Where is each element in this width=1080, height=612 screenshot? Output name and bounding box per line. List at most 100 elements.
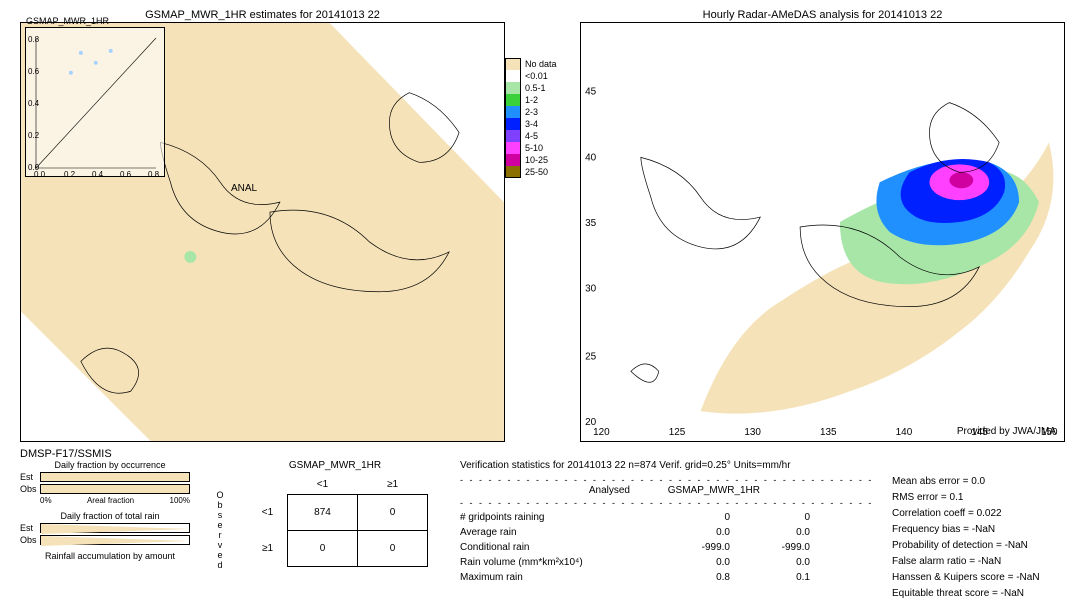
svg-text:0.8: 0.8	[148, 170, 160, 178]
stats-row: Conditional rain-999.0-999.0	[460, 542, 880, 553]
svg-text:0.0: 0.0	[34, 170, 46, 178]
ct-row-0: <1	[247, 494, 288, 531]
ct-cell-00: 874	[287, 494, 358, 531]
legend-swatch	[505, 118, 521, 130]
stats-v1: 0.0	[650, 557, 730, 568]
legend-row: 3-4	[505, 118, 565, 130]
stats-row: Maximum rain0.80.1	[460, 572, 880, 583]
dash-line-mid: - - - - - - - - - - - - - - - - - - - - …	[460, 498, 880, 508]
legend-swatch	[505, 58, 521, 70]
legend-row: No data	[505, 58, 565, 70]
total-est-row: Est	[20, 523, 200, 533]
total-obs-row: Obs	[20, 535, 200, 545]
stats-label: Maximum rain	[460, 572, 650, 583]
legend-label: 4-5	[525, 131, 538, 141]
stats-row: Average rain0.00.0	[460, 527, 880, 538]
svg-text:45: 45	[585, 87, 597, 98]
col-analysed: Analysed	[460, 485, 660, 496]
svg-text:0.2: 0.2	[28, 131, 40, 140]
stats-label: Conditional rain	[460, 542, 650, 553]
stats-v1: 0.8	[650, 572, 730, 583]
fractions-column: Daily fraction by occurrence Est Obs 0% …	[20, 460, 200, 563]
scores-column: Mean abs error = 0.0RMS error = 0.1Corre…	[892, 474, 1080, 602]
score-row: False alarm ratio = -NaN	[892, 554, 1080, 570]
legend-row: 4-5	[505, 130, 565, 142]
stats-label: Rain volume (mm*km²x10⁴)	[460, 557, 650, 568]
ct-row-1: ≥1	[247, 530, 288, 567]
svg-text:30: 30	[585, 284, 597, 295]
svg-text:25: 25	[585, 351, 597, 362]
legend-row: 25-50	[505, 166, 565, 178]
stats-v1: 0	[650, 512, 730, 523]
ct-cell-10: 0	[287, 530, 358, 567]
legend-label: 3-4	[525, 119, 538, 129]
svg-text:0.4: 0.4	[92, 170, 104, 178]
bottom-panel: Daily fraction by occurrence Est Obs 0% …	[20, 460, 1060, 610]
legend-swatch	[505, 94, 521, 106]
ct-title: GSMAP_MWR_1HR	[230, 460, 440, 471]
score-row: Mean abs error = 0.0	[892, 474, 1080, 490]
right-map-panel: Hourly Radar-AMeDAS analysis for 2014101…	[580, 22, 1065, 442]
occurrence-est-row: Est	[20, 472, 200, 482]
stats-column: Verification statistics for 20141013 22 …	[460, 460, 880, 583]
legend-row: <0.01	[505, 70, 565, 82]
dash-line-top: - - - - - - - - - - - - - - - - - - - - …	[460, 475, 880, 485]
right-map-title: Hourly Radar-AMeDAS analysis for 2014101…	[581, 9, 1064, 21]
legend-row: 2-3	[505, 106, 565, 118]
legend-swatch	[505, 154, 521, 166]
svg-text:20: 20	[585, 417, 597, 428]
legend-label: 2-3	[525, 107, 538, 117]
sensor-label: DMSP-F17/SSMIS	[20, 448, 112, 460]
inset-title: GSMAP_MWR_1HR	[26, 16, 109, 26]
left-map-panel: GSMAP_MWR_1HR estimates for 20141013 22 …	[20, 22, 505, 442]
ct-cell-11: 0	[357, 530, 428, 567]
contingency-table: GSMAP_MWR_1HR <1 ≥1 <1 874 0 ≥1 0 0	[230, 460, 440, 567]
legend-label: 10-25	[525, 155, 548, 165]
occurrence-axis: 0% Areal fraction 100%	[40, 496, 190, 505]
legend-row: 0.5-1	[505, 82, 565, 94]
score-row: Probability of detection = -NaN	[892, 538, 1080, 554]
stats-v2: 0.1	[730, 572, 810, 583]
stats-v2: 0	[730, 512, 810, 523]
legend-label: No data	[525, 59, 557, 69]
svg-text:35: 35	[585, 218, 597, 229]
stats-row: # gridpoints raining00	[460, 512, 880, 523]
legend-swatch	[505, 166, 521, 178]
ct-cell-01: 0	[357, 494, 428, 531]
obs-label: Obs	[20, 484, 40, 494]
stats-label: # gridpoints raining	[460, 512, 650, 523]
stats-v1: -999.0	[650, 542, 730, 553]
score-row: Correlation coeff = 0.022	[892, 506, 1080, 522]
stats-header-row: Analysed GSMAP_MWR_1HR	[460, 485, 880, 496]
legend-label: 1-2	[525, 95, 538, 105]
score-row: Hanssen & Kuipers score = -NaN	[892, 570, 1080, 586]
legend-label: 0.5-1	[525, 83, 546, 93]
color-legend: No data<0.010.5-1 1-2 2-3 3-4 4-5 5-10 10-2525…	[505, 58, 565, 178]
svg-text:125: 125	[669, 427, 686, 438]
occurrence-obs-row: Obs	[20, 484, 200, 494]
svg-text:135: 135	[820, 427, 837, 438]
ct-col-0: <1	[287, 474, 358, 495]
right-map-svg: 120 125 130 135 140 145 150 20 25 30 35 …	[581, 23, 1064, 441]
est-label: Est	[20, 472, 40, 482]
occurrence-title: Daily fraction by occurrence	[20, 460, 200, 470]
stats-title: Verification statistics for 20141013 22 …	[460, 460, 880, 471]
ct-col-1: ≥1	[357, 474, 428, 495]
svg-text:40: 40	[585, 152, 597, 163]
provided-label: Provided by JWA/JMA	[957, 426, 1056, 437]
svg-text:130: 130	[744, 427, 761, 438]
total-rain-title: Daily fraction of total rain	[20, 511, 200, 521]
svg-text:0.6: 0.6	[120, 170, 132, 178]
legend-row: 10-25	[505, 154, 565, 166]
svg-text:0.4: 0.4	[28, 99, 40, 108]
svg-text:0.6: 0.6	[28, 67, 40, 76]
accum-title: Rainfall accumulation by amount	[20, 551, 200, 561]
svg-text:120: 120	[593, 427, 610, 438]
legend-swatch	[505, 130, 521, 142]
score-row: Equitable threat score = -NaN	[892, 586, 1080, 602]
svg-text:0.2: 0.2	[64, 170, 76, 178]
anal-label: ANAL	[231, 183, 257, 194]
svg-text:140: 140	[896, 427, 913, 438]
legend-label: 5-10	[525, 143, 543, 153]
inset-svg: 0.8 0.6 0.4 0.2 0.0 0.0 0.2 0.4 0.6 0.8	[26, 28, 166, 178]
